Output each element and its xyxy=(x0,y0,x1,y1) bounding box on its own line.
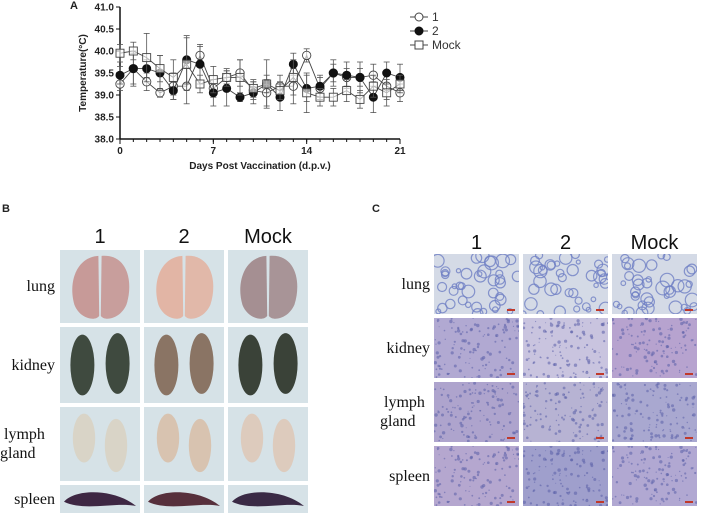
legend-label: 1 xyxy=(432,10,439,24)
organ-photo-kidney-1 xyxy=(60,327,140,403)
scale-bar xyxy=(685,501,693,503)
svg-text:Days Post Vaccination (d.p.v.): Days Post Vaccination (d.p.v.) xyxy=(189,161,331,172)
row-label-lung: lung xyxy=(401,275,430,293)
svg-text:40.5: 40.5 xyxy=(95,25,115,36)
row-label-lung: lung xyxy=(26,278,55,295)
scale-bar xyxy=(507,373,515,375)
column-header-mock: Mock xyxy=(630,232,679,254)
row-label-kidney: kidney xyxy=(11,356,55,374)
open-circle-marker-icon xyxy=(410,12,428,22)
organ-photo-lymph-gland-1 xyxy=(60,407,140,481)
histology-image-lymph-gland-1 xyxy=(434,382,519,442)
svg-text:39.5: 39.5 xyxy=(95,69,115,80)
chart-legend: 1 2 Mock xyxy=(410,10,461,52)
row-label-lymph-gland: lymph gland xyxy=(380,394,425,430)
organ-photo-spleen-1 xyxy=(60,485,140,513)
legend-item-2: 2 xyxy=(410,24,461,38)
histology-image-kidney-mock xyxy=(612,318,697,378)
column-header-mock: Mock xyxy=(244,226,292,248)
histology-image-kidney-2 xyxy=(523,318,608,378)
row-label-lymph-gland: lymph gland xyxy=(0,426,45,462)
svg-text:39.0: 39.0 xyxy=(95,91,115,102)
svg-text:38.0: 38.0 xyxy=(95,135,115,146)
svg-text:41.0: 41.0 xyxy=(95,3,115,14)
svg-text:0: 0 xyxy=(117,146,123,157)
organ-photo-lung-mock xyxy=(228,250,308,323)
histology-image-lymph-gland-2 xyxy=(523,382,608,442)
scale-bar xyxy=(596,437,604,439)
row-label-spleen: spleen xyxy=(389,467,430,485)
scale-bar xyxy=(685,309,693,311)
scale-bar xyxy=(507,309,515,311)
histology-image-lung-mock xyxy=(612,254,697,314)
svg-text:Temperature(°C): Temperature(°C) xyxy=(78,34,89,112)
organ-photo-lung-1 xyxy=(60,250,140,323)
histology-image-lymph-gland-mock xyxy=(612,382,697,442)
svg-text:7: 7 xyxy=(211,146,217,157)
scale-bar xyxy=(507,501,515,503)
temperature-chart: 38.0 38.5 39.0 39.5 40.0 40.5 41.0 0 7 14 21 Days P… xyxy=(78,3,406,173)
histology-image-kidney-1 xyxy=(434,318,519,378)
panel-a-letter: A xyxy=(70,0,78,12)
column-header-1: 1 xyxy=(94,226,106,248)
row-label-kidney: kidney xyxy=(386,339,430,357)
scale-bar xyxy=(596,373,604,375)
column-header-2: 2 xyxy=(178,226,190,248)
row-label-spleen: spleen xyxy=(14,490,55,508)
filled-circle-marker-icon xyxy=(410,26,428,36)
svg-text:38.5: 38.5 xyxy=(95,113,115,124)
organ-photo-spleen-2 xyxy=(144,485,224,513)
histology-image-spleen-mock xyxy=(612,446,697,506)
organ-photo-spleen-mock xyxy=(228,485,308,513)
organ-photo-lymph-gland-2 xyxy=(144,407,224,481)
legend-item-1: 1 xyxy=(410,10,461,24)
column-header-1: 1 xyxy=(470,232,483,254)
legend-item-mock: Mock xyxy=(410,38,461,52)
organ-photo-lung-2 xyxy=(144,250,224,323)
scale-bar xyxy=(685,373,693,375)
svg-text:40.0: 40.0 xyxy=(95,47,115,58)
series-mock xyxy=(115,33,405,113)
scale-bar xyxy=(685,437,693,439)
scale-bar xyxy=(507,437,515,439)
organ-photo-kidney-mock xyxy=(228,327,308,403)
histology-image-lung-2 xyxy=(523,254,608,314)
histology-image-spleen-1 xyxy=(434,446,519,506)
panel-b-letter: B xyxy=(2,203,10,215)
panel-c-letter: C xyxy=(372,203,380,215)
scale-bar xyxy=(596,309,604,311)
svg-text:21: 21 xyxy=(394,146,406,157)
scale-bar xyxy=(596,501,604,503)
organ-photo-lymph-gland-mock xyxy=(228,407,308,481)
legend-label: Mock xyxy=(432,38,461,52)
legend-label: 2 xyxy=(432,24,439,38)
column-header-2: 2 xyxy=(559,232,572,254)
histology-image-spleen-2 xyxy=(523,446,608,506)
organ-photo-kidney-2 xyxy=(144,327,224,403)
open-square-marker-icon xyxy=(410,40,428,50)
svg-text:14: 14 xyxy=(301,146,313,157)
histology-image-lung-1 xyxy=(434,254,519,314)
